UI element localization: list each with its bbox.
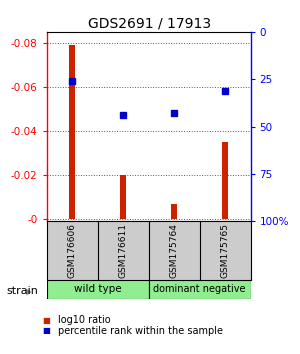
Bar — [46, 280, 148, 299]
Bar — [120, 175, 126, 219]
Text: ■: ■ — [43, 316, 50, 325]
Text: percentile rank within the sample: percentile rank within the sample — [58, 326, 224, 336]
Bar — [148, 280, 250, 299]
Text: GDS2691 / 17913: GDS2691 / 17913 — [88, 16, 212, 30]
Bar — [69, 45, 75, 219]
Text: GSM175764: GSM175764 — [169, 223, 178, 278]
Text: ■: ■ — [43, 326, 50, 336]
Bar — [171, 204, 177, 219]
Text: strain: strain — [6, 286, 38, 296]
Text: GSM175765: GSM175765 — [220, 223, 230, 278]
Text: GSM176606: GSM176606 — [68, 223, 76, 278]
Text: GSM176611: GSM176611 — [118, 223, 127, 278]
Text: log10 ratio: log10 ratio — [58, 315, 111, 325]
Bar — [222, 142, 228, 219]
Text: dominant negative: dominant negative — [153, 284, 246, 295]
Text: wild type: wild type — [74, 284, 121, 295]
Polygon shape — [26, 289, 32, 296]
